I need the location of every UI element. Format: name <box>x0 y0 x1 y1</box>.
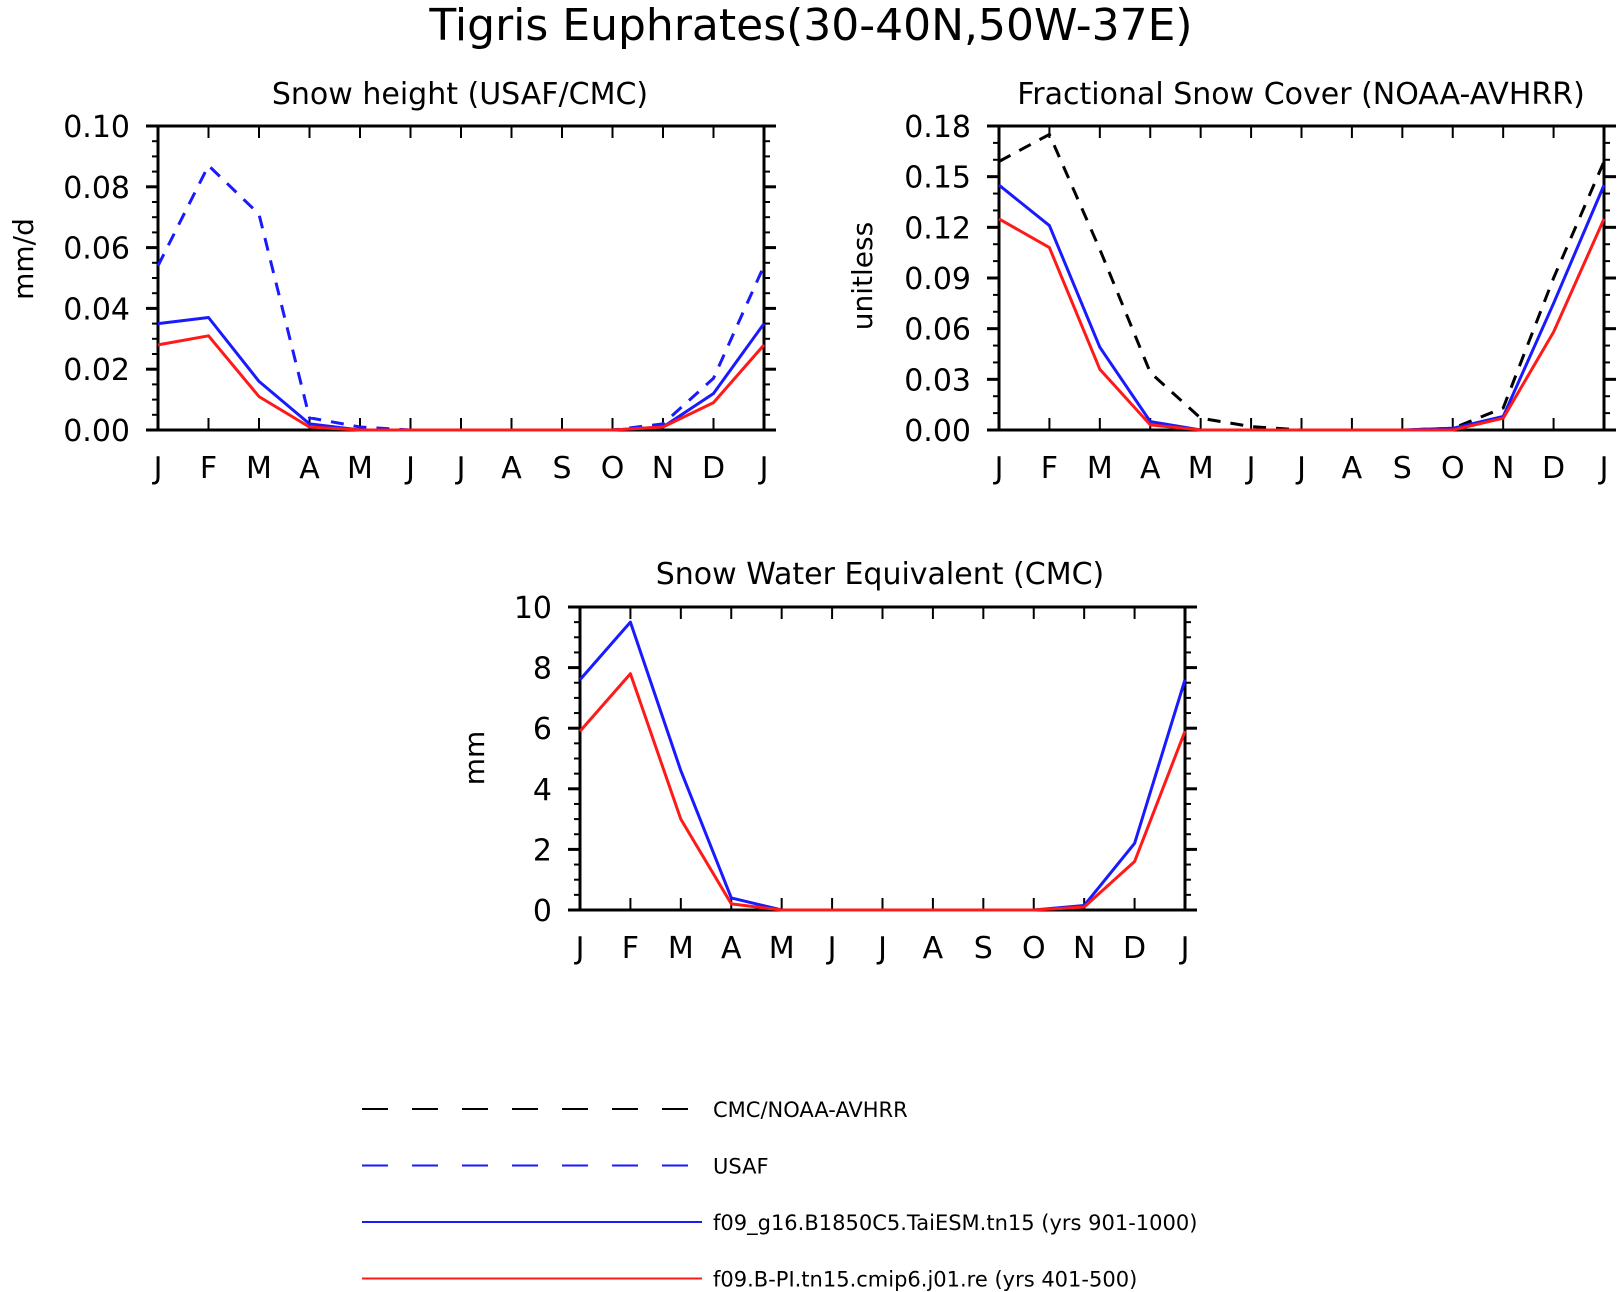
x-tick-label: F <box>1041 451 1058 486</box>
fractional-snow-cover-panel: Fractional Snow Cover (NOAA-AVHRR) unitl… <box>846 77 1616 486</box>
x-tick-label: D <box>702 451 725 486</box>
panel-title: Snow Water Equivalent (CMC) <box>656 557 1104 592</box>
series-line-model_cmip6 <box>578 672 1187 912</box>
legend: CMC/NOAA-AVHRR USAF f09_g16.B1850C5.TaiESM… <box>362 1098 1197 1292</box>
x-tick-label: O <box>1022 931 1046 966</box>
x-tick-label: D <box>1542 451 1565 486</box>
y-axis-label: mm/d <box>7 218 40 300</box>
x-tick-label: J <box>876 931 887 966</box>
y-tick-label: 0 <box>533 894 552 929</box>
x-tick-label: J <box>574 931 585 966</box>
x-tick-label: J <box>1179 931 1190 966</box>
x-tick-label: J <box>1245 451 1256 486</box>
plot-frame <box>578 605 1187 912</box>
x-tick-label: A <box>923 931 944 966</box>
y-tick-label: 6 <box>533 712 552 747</box>
x-tick-label: M <box>347 451 373 486</box>
x-tick-label: J <box>758 451 769 486</box>
x-tick-label: D <box>1123 931 1146 966</box>
legend-label-obs_usaf: USAF <box>713 1155 769 1179</box>
y-tick-label: 0.15 <box>904 161 971 196</box>
x-tick-label: M <box>246 451 272 486</box>
x-tick-label: J <box>993 451 1004 486</box>
panel-title: Snow height (USAF/CMC) <box>272 77 648 112</box>
y-axis-label: mm <box>458 731 491 786</box>
x-tick-label: J <box>1295 451 1306 486</box>
x-tick-label: N <box>652 451 674 486</box>
series-line-model_taiesm <box>998 183 1606 432</box>
x-tick-label: A <box>1140 451 1161 486</box>
y-tick-label: 0.12 <box>904 211 971 246</box>
y-tick-label: 0.03 <box>904 363 971 398</box>
x-tick-label: J <box>404 451 415 486</box>
y-tick-label: 0.18 <box>904 110 971 145</box>
y-axis-label: unitless <box>846 222 879 330</box>
x-tick-label: S <box>974 931 993 966</box>
x-tick-label: J <box>826 931 837 966</box>
x-tick-label: M <box>769 931 795 966</box>
y-tick-label: 8 <box>533 652 552 687</box>
x-tick-label: A <box>1342 451 1363 486</box>
series-line-obs_cmc <box>998 132 1606 432</box>
y-tick-label: 0.02 <box>63 353 130 388</box>
x-tick-label: M <box>1087 451 1113 486</box>
x-tick-label: M <box>1188 451 1214 486</box>
panel-title: Fractional Snow Cover (NOAA-AVHRR) <box>1017 77 1585 112</box>
x-tick-label: A <box>721 931 742 966</box>
x-tick-label: S <box>1393 451 1412 486</box>
y-tick-label: 2 <box>533 833 552 868</box>
x-tick-label: J <box>152 451 163 486</box>
y-tick-label: 0.06 <box>63 232 130 267</box>
x-tick-label: M <box>668 931 694 966</box>
x-tick-label: F <box>200 451 217 486</box>
y-tick-label: 4 <box>533 773 552 808</box>
x-tick-label: J <box>455 451 466 486</box>
y-tick-label: 10 <box>514 591 552 626</box>
x-tick-label: N <box>1492 451 1514 486</box>
y-tick-label: 0.00 <box>904 414 971 449</box>
legend-label-model_cmip6: f09.B-PI.tn15.cmip6.j01.re (yrs 401-500) <box>713 1268 1137 1292</box>
y-tick-label: 0.08 <box>63 171 130 206</box>
legend-label-model_taiesm: f09_g16.B1850C5.TaiESM.tn15 (yrs 901-100… <box>713 1211 1197 1236</box>
x-tick-label: A <box>299 451 320 486</box>
y-tick-label: 0.10 <box>63 110 130 145</box>
y-tick-label: 0.00 <box>63 414 130 449</box>
series-line-obs_usaf <box>156 164 766 432</box>
x-tick-label: J <box>1598 451 1609 486</box>
y-tick-label: 0.09 <box>904 262 971 297</box>
y-tick-label: 0.04 <box>63 292 130 327</box>
x-tick-label: N <box>1073 931 1095 966</box>
y-tick-label: 0.06 <box>904 313 971 348</box>
legend-label-obs_cmc: CMC/NOAA-AVHRR <box>713 1098 908 1122</box>
figure-title: Tigris Euphrates(30-40N,50W-37E) <box>428 0 1192 51</box>
series-line-model_taiesm <box>578 620 1187 912</box>
x-tick-label: O <box>1441 451 1465 486</box>
x-tick-label: S <box>552 451 571 486</box>
x-tick-label: O <box>601 451 625 486</box>
x-tick-label: F <box>622 931 639 966</box>
series-line-model_cmip6 <box>998 217 1606 432</box>
x-tick-label: A <box>501 451 522 486</box>
series-line-model_cmip6 <box>157 334 766 432</box>
